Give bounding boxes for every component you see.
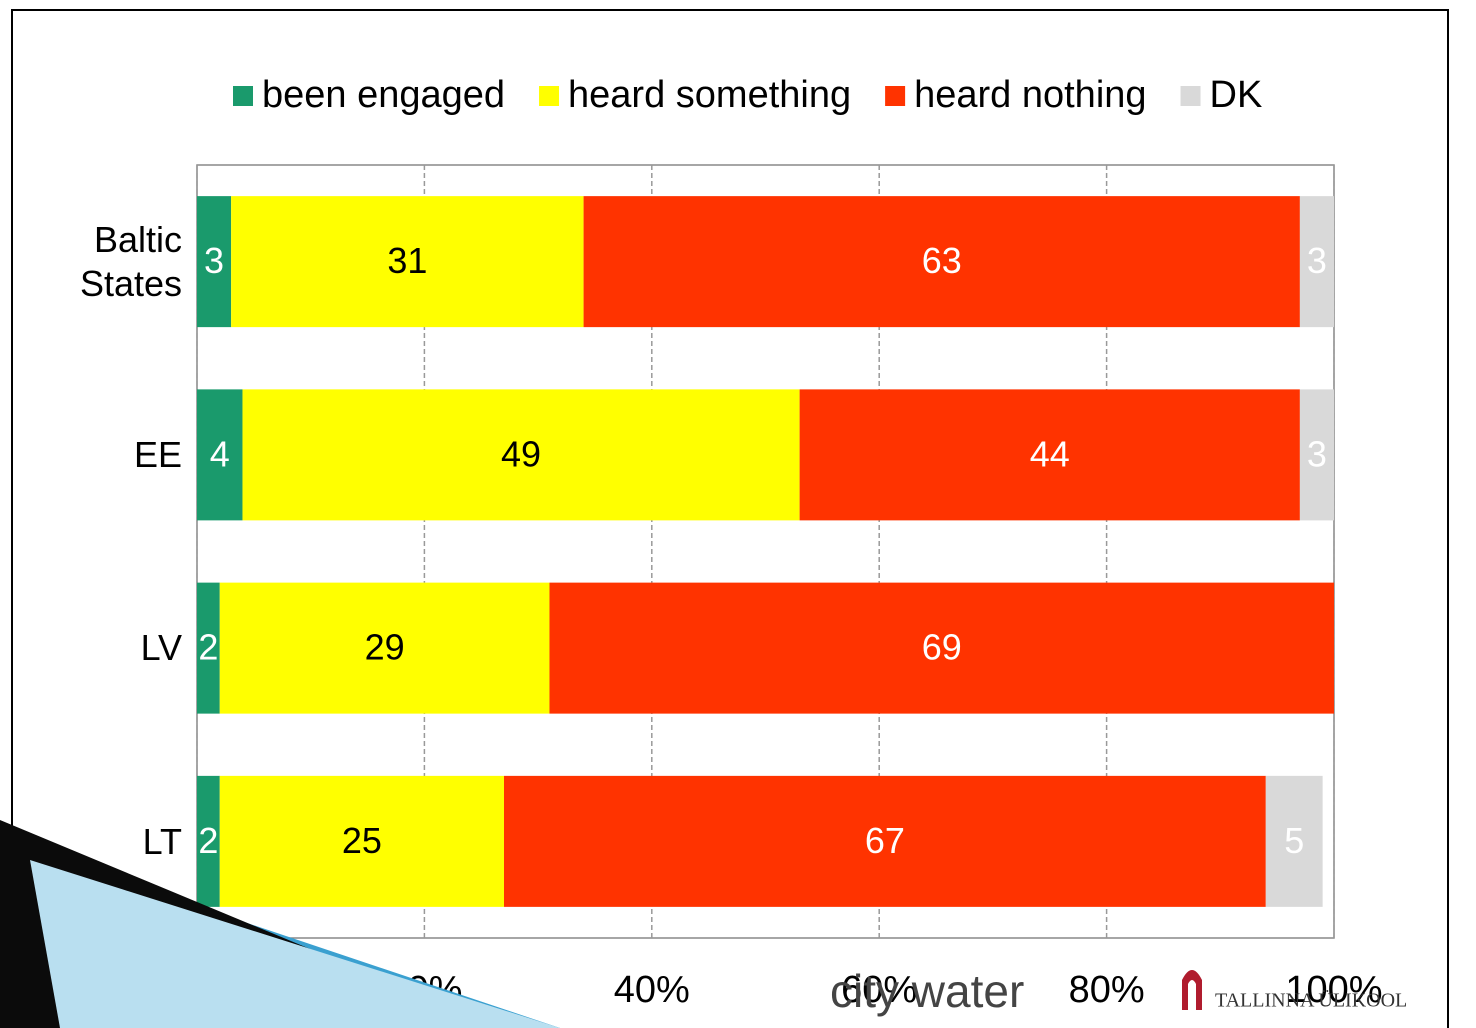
- bar-segment: [219, 582, 550, 714]
- y-tick-label: LV: [140, 627, 182, 669]
- legend-swatch: [233, 86, 253, 106]
- data-label: 31: [387, 240, 427, 281]
- bar-segment: [219, 775, 504, 907]
- logo-icon: [1182, 970, 1202, 1010]
- bar-segment: [1265, 775, 1323, 907]
- data-label: 4: [210, 433, 230, 474]
- bar-segment: [799, 389, 1300, 521]
- logo-tallinna: TALLINNA ÜLIKOOL: [1215, 989, 1407, 1012]
- y-tick-label: EE: [133, 434, 182, 476]
- bar-segment: [503, 775, 1266, 907]
- bar-segment: [1299, 196, 1334, 328]
- data-label: 3: [204, 240, 224, 281]
- x-tick-label: 80%: [1069, 969, 1145, 1011]
- data-label: 63: [922, 240, 962, 281]
- bar-segment: [197, 775, 220, 907]
- data-label: 69: [922, 627, 962, 668]
- bar-segment: [242, 389, 800, 521]
- bar-segment: [549, 582, 1334, 714]
- x-tick-label: 40%: [614, 969, 690, 1011]
- legend-swatch: [1180, 86, 1201, 106]
- bar-segment: [197, 582, 220, 714]
- x-tick-label: 60%: [841, 969, 917, 1011]
- bar-segment: [197, 196, 232, 328]
- legend-label: heard something: [568, 74, 851, 116]
- y-tick-label: LT: [142, 820, 182, 862]
- data-label: 2: [198, 627, 218, 668]
- bar-segment: [231, 196, 584, 328]
- data-label: 5: [1284, 820, 1304, 861]
- bar-segment: [197, 389, 243, 521]
- data-label: 29: [365, 627, 405, 668]
- legend-label: been engaged: [262, 74, 505, 116]
- x-tick-label: 100%: [1285, 969, 1382, 1011]
- bar-segment: [583, 196, 1300, 328]
- y-tick-label: Baltic States: [79, 219, 182, 304]
- decor-light: [30, 860, 560, 1028]
- data-label: 25: [342, 820, 382, 861]
- data-label: 44: [1030, 433, 1070, 474]
- legend-label: heard nothing: [914, 74, 1146, 116]
- data-label: 49: [501, 433, 541, 474]
- logo-city-water: city water: [830, 965, 1024, 1017]
- data-label: 2: [198, 820, 218, 861]
- legend-swatch: [539, 86, 560, 106]
- bar-segment: [1299, 389, 1334, 521]
- data-label: 67: [865, 820, 905, 861]
- legend-label: DK: [1210, 74, 1263, 116]
- legend-swatch: [885, 86, 906, 106]
- data-label: 3: [1307, 240, 1327, 281]
- data-label: 3: [1307, 433, 1327, 474]
- frame: [11, 9, 1449, 1028]
- plot-area: 0%20%40%60%80%100%3316334494432296922567…: [170, 164, 1383, 1011]
